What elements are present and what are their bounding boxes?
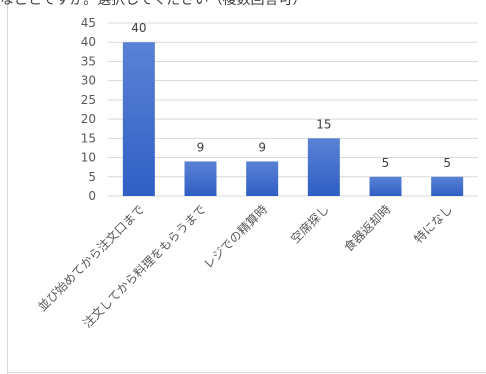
bar: [246, 161, 279, 196]
bar: [431, 176, 464, 196]
bar: [184, 161, 217, 196]
chart-frame-bottom-edge: [7, 372, 486, 373]
y-tick-label: 0: [88, 189, 96, 203]
data-label: 40: [131, 21, 146, 35]
data-label: 5: [443, 156, 451, 170]
chart-frame-left-edge: [7, 0, 8, 374]
y-tick-label: 25: [81, 93, 96, 107]
chart-title: なことですか。選択してください（複数回答可）: [0, 0, 307, 8]
category-label: 注文してから料理をもらうまで: [79, 202, 208, 331]
y-tick-label: 15: [81, 131, 96, 145]
data-labels: 40 9 9 15 5 5: [131, 21, 451, 170]
data-label: 5: [382, 156, 390, 170]
category-label: 並び始めてから注文口まで: [35, 202, 147, 314]
category-label: レジでの精算時: [200, 202, 270, 272]
gridlines: [108, 22, 478, 197]
bars: [122, 42, 464, 196]
data-label: 15: [316, 117, 331, 131]
y-tick-label: 30: [81, 74, 96, 88]
y-axis-tick-labels: 0 5 10 15 20 25 30 35 40 45: [81, 16, 96, 203]
category-label: 特になし: [411, 202, 456, 247]
data-label: 9: [258, 140, 266, 154]
y-tick-label: 45: [81, 16, 96, 30]
category-label: 空席探し: [287, 202, 332, 247]
y-tick-label: 35: [81, 54, 96, 68]
y-tick-label: 40: [81, 35, 96, 49]
bar: [122, 42, 155, 196]
category-label: 食器返却時: [341, 202, 394, 255]
bar: [369, 176, 402, 196]
y-tick-label: 5: [88, 170, 96, 184]
y-tick-label: 10: [81, 151, 96, 165]
y-tick-label: 20: [81, 112, 96, 126]
bar: [307, 138, 340, 196]
data-label: 9: [197, 140, 205, 154]
